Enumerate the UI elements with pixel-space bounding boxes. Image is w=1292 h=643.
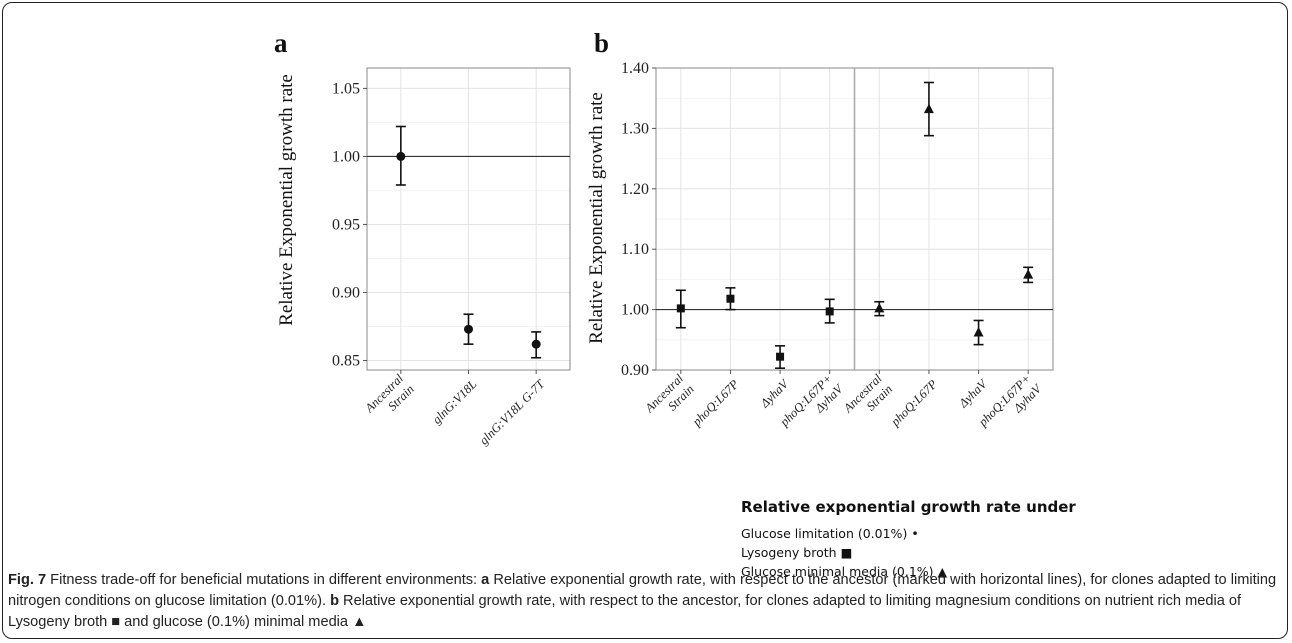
panel-a-y-tick-label: 1.05: [332, 80, 360, 97]
panel-b-y-tick-label: 1.30: [621, 120, 649, 137]
legend-item-glucose-limitation: Glucose limitation (0.01%) •: [741, 524, 1076, 543]
panel-b-x-tick-label-line: phoQ:L67P: [689, 377, 742, 430]
panel-b-y-tick-label: 1.20: [621, 181, 649, 198]
panel-b-x-tick-label-line: ΔyhaV: [956, 376, 991, 411]
legend-label: Glucose minimal media (0.1%): [741, 564, 934, 579]
panel-b-x-tick-label: phoQ:L67P: [689, 377, 742, 430]
panel-b-data-point-square: [825, 307, 834, 316]
caption-text: Relative exponential growth rate, with r…: [8, 593, 1242, 630]
panel-b-y-tick-label: 0.90: [621, 362, 649, 379]
panel-a-y-tick-label: 0.85: [332, 352, 360, 369]
caption-panel-a-label: a: [481, 572, 490, 588]
panel-b-data-point-square: [776, 352, 785, 361]
panel-a-y-tick-label: 1.00: [332, 148, 360, 165]
panel-b-data-point-triangle: [874, 302, 885, 313]
panel-b-x-tick-label: AncestralStrain: [642, 371, 697, 426]
figure-caption: Fig. 7 Fitness trade-off for beneficial …: [8, 570, 1280, 633]
panel-a-plot: 0.85 0.90 0.95 1.00 1.05 AncestralStrain glnG:…: [332, 67, 571, 447]
panel-a-x-tick-label: glnG:V18L G-7T: [477, 376, 548, 447]
panel-b-y-tick-label: 1.40: [621, 60, 649, 77]
panel-b-plot: 0.901.001.101.201.301.40AncestralStrainp…: [621, 60, 1054, 440]
panel-b-x-tick-label: AncestralStrain: [840, 371, 895, 426]
legend-title: Relative exponential growth rate under: [741, 498, 1076, 516]
panel-b-data-point-triangle: [923, 103, 934, 114]
panel-b-x-tick-label: phoQ:L67P: [888, 377, 941, 430]
panel-a-x-tick-label-line: glnG:V18L: [430, 377, 480, 427]
panel-b-x-tick-label-line: phoQ:L67P: [888, 377, 941, 430]
panel-b-label: b: [594, 28, 609, 58]
panel-b-data-point-square: [676, 304, 685, 313]
legend-item-lysogeny-broth: Lysogeny broth ■: [741, 543, 1076, 562]
panel-b-y-tick-label: 1.00: [621, 302, 649, 319]
panel-a-label: a: [274, 28, 288, 58]
panel-a-x-tick-label-line: glnG:V18L G-7T: [477, 376, 548, 447]
panel-a-data-point-circle: [531, 339, 541, 349]
panel-b-x-tick-label: phoQ:L67P+ΔyhaV: [777, 370, 847, 440]
panel-a-x-tick-label: AncestralStrain: [362, 371, 417, 426]
panel-a-data-point-circle: [396, 151, 406, 161]
circle-marker-icon: •: [911, 526, 919, 541]
panel-a-y-axis-label: Relative Exponential growth rate: [276, 74, 297, 326]
panel-a-x-tick-label: glnG:V18L: [430, 377, 480, 427]
panel-b-x-tick-label-line: ΔyhaV: [757, 376, 792, 411]
triangle-marker-icon: ▲: [937, 564, 948, 579]
panel-a-data-point-circle: [464, 324, 473, 334]
panel-b-x-tick-label: phoQ:L67P+ΔyhaV: [975, 370, 1045, 440]
panel-a-y-tick-label: 0.90: [332, 284, 360, 301]
panel-a-y-tick-label: 0.95: [332, 216, 360, 233]
panel-b-data-point-triangle: [1023, 269, 1034, 279]
panel-b-y-axis-label: Relative Exponential growth rate: [586, 92, 607, 344]
legend-item-glucose-minimal-media: Glucose minimal media (0.1%) ▲: [741, 562, 1076, 581]
square-marker-icon: ■: [840, 545, 853, 560]
panel-b-x-tick-label: ΔyhaV: [757, 376, 792, 411]
panel-b-y-tick-label: 1.10: [621, 241, 649, 258]
legend-label: Lysogeny broth: [741, 545, 837, 560]
panel-b-x-tick-label: ΔyhaV: [956, 376, 991, 411]
legend-label: Glucose limitation (0.01%): [741, 526, 908, 541]
legend: Relative exponential growth rate under G…: [741, 498, 1076, 581]
caption-text: Fitness trade-off for beneficial mutatio…: [46, 572, 482, 588]
caption-text: Relative exponential growth rate, with r…: [8, 572, 1277, 609]
figure-svg: a Relative Exponential growth rate 0.850…: [274, 28, 1054, 447]
caption-panel-b-label: b: [330, 593, 339, 609]
panel-b-data-point-square: [726, 294, 735, 303]
panel-b-data-point-triangle: [973, 327, 984, 337]
caption-figure-label: Fig. 7: [8, 572, 47, 588]
